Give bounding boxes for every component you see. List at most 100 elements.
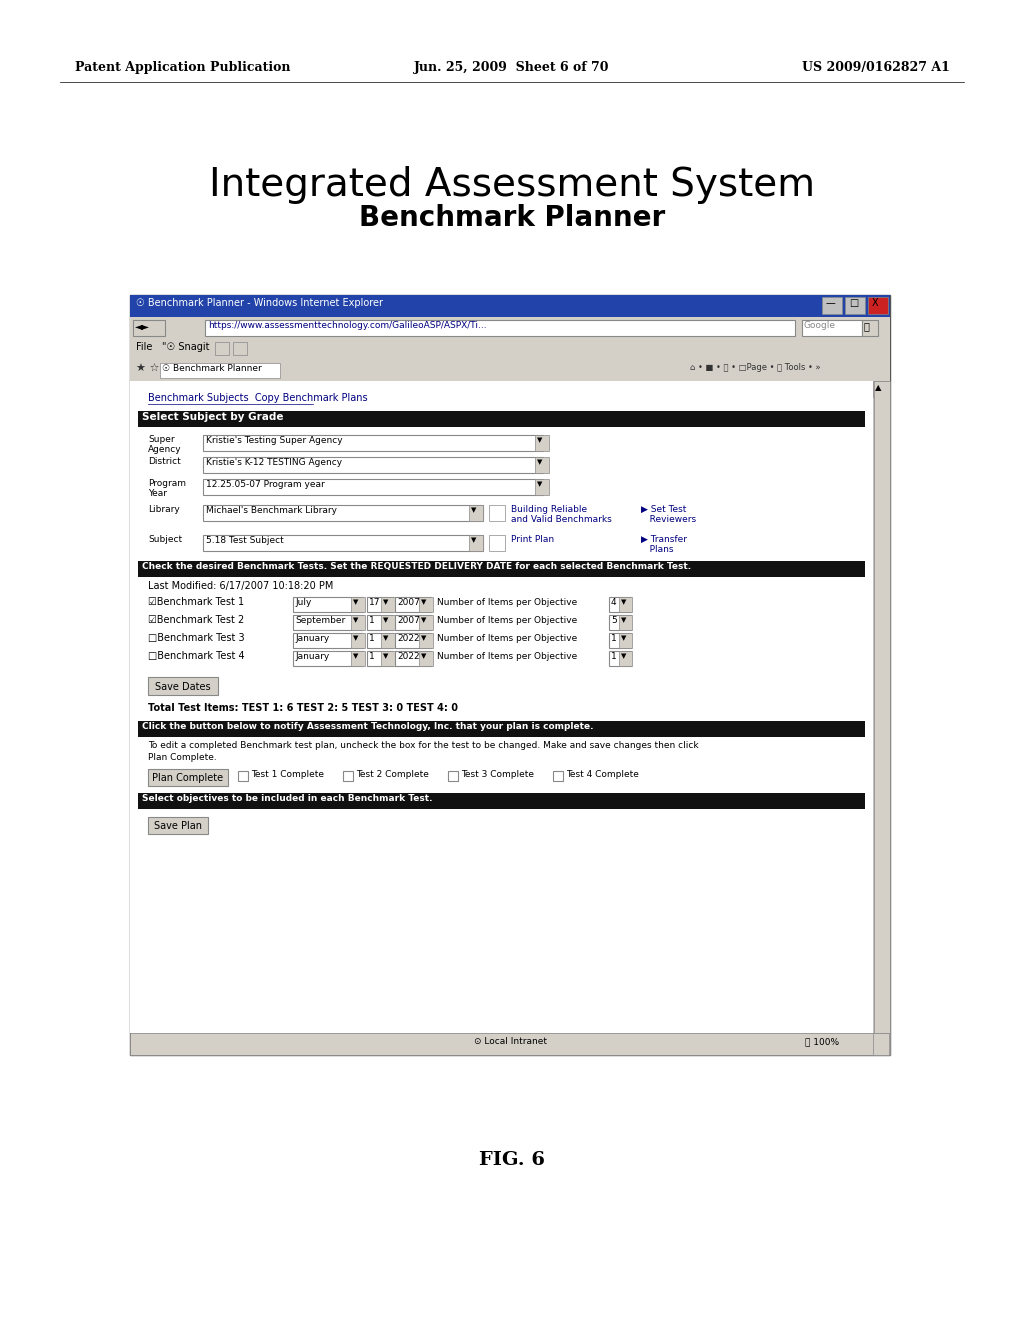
Text: Total Test Items: TEST 1: 6 TEST 2: 5 TEST 3: 0 TEST 4: 0: Total Test Items: TEST 1: 6 TEST 2: 5 TE… xyxy=(148,704,458,713)
Text: 5: 5 xyxy=(611,616,616,624)
Text: 1: 1 xyxy=(369,634,375,643)
Bar xyxy=(381,634,395,648)
Text: 2022: 2022 xyxy=(397,652,420,661)
Text: Save Dates: Save Dates xyxy=(156,682,211,692)
Text: Save Plan: Save Plan xyxy=(154,821,202,832)
Text: 1: 1 xyxy=(611,652,616,661)
Bar xyxy=(845,297,865,314)
Text: Number of Items per Objective: Number of Items per Objective xyxy=(437,652,578,661)
Text: ▼: ▼ xyxy=(537,480,543,487)
Bar xyxy=(395,634,431,648)
Text: Last Modified: 6/17/2007 10:18:20 PM: Last Modified: 6/17/2007 10:18:20 PM xyxy=(148,581,334,591)
Text: ▼: ▼ xyxy=(471,507,476,513)
Bar xyxy=(138,721,865,737)
Bar xyxy=(238,771,248,781)
Text: Kristie's K-12 TESTING Agency: Kristie's K-12 TESTING Agency xyxy=(206,458,342,467)
Text: Integrated Assessment System: Integrated Assessment System xyxy=(209,166,815,205)
Text: ▼: ▼ xyxy=(383,599,388,605)
Bar xyxy=(148,677,218,696)
Text: ▼: ▼ xyxy=(621,635,627,642)
Bar xyxy=(203,535,483,550)
Text: Test 3 Complete: Test 3 Complete xyxy=(461,770,534,779)
Text: September: September xyxy=(295,616,345,624)
Text: ▼: ▼ xyxy=(621,599,627,605)
Bar xyxy=(130,359,890,381)
Text: File: File xyxy=(136,342,153,352)
Bar xyxy=(868,297,888,314)
Bar xyxy=(203,457,543,473)
Bar xyxy=(419,615,433,630)
Bar xyxy=(618,615,632,630)
Text: ☉ Benchmark Planner - Windows Internet Explorer: ☉ Benchmark Planner - Windows Internet E… xyxy=(136,298,383,308)
Text: ▼: ▼ xyxy=(471,537,476,543)
Bar xyxy=(293,651,362,667)
Bar xyxy=(148,770,228,785)
Text: Michael's Benchmark Library: Michael's Benchmark Library xyxy=(206,506,337,515)
Text: 2007: 2007 xyxy=(397,598,420,607)
Bar xyxy=(203,479,543,495)
Bar xyxy=(130,294,890,1055)
Text: ☉ Benchmark Planner: ☉ Benchmark Planner xyxy=(162,364,262,374)
Text: ▶ Transfer
   Plans: ▶ Transfer Plans xyxy=(641,535,687,554)
Text: 🔍 100%: 🔍 100% xyxy=(805,1038,839,1045)
Text: District: District xyxy=(148,457,181,466)
Text: 17: 17 xyxy=(369,598,381,607)
Text: Click the button below to notify Assessment Technology, Inc. that your plan is c: Click the button below to notify Assessm… xyxy=(142,722,594,731)
Text: X: X xyxy=(872,298,879,308)
Text: Print Plan: Print Plan xyxy=(511,535,554,544)
Text: ▼: ▼ xyxy=(537,437,543,444)
Bar xyxy=(133,319,165,337)
Bar xyxy=(395,615,431,630)
Text: 4: 4 xyxy=(611,598,616,607)
Bar xyxy=(381,651,395,667)
Text: ▼: ▼ xyxy=(353,599,358,605)
Text: Plan Complete.: Plan Complete. xyxy=(148,752,217,762)
Text: 1: 1 xyxy=(611,634,616,643)
Text: □Benchmark Test 3: □Benchmark Test 3 xyxy=(148,634,245,643)
Text: Plan Complete: Plan Complete xyxy=(153,774,223,783)
Text: ▼: ▼ xyxy=(421,599,426,605)
Text: Program
Year: Program Year xyxy=(148,479,186,499)
Text: ▶ Set Test
   Reviewers: ▶ Set Test Reviewers xyxy=(641,506,696,524)
Bar xyxy=(469,535,483,550)
Bar xyxy=(367,651,393,667)
Text: ▼: ▼ xyxy=(383,635,388,642)
Bar xyxy=(419,597,433,612)
Text: ⌂ • ■ • ⎙ • □Page • ⛯ Tools • »: ⌂ • ■ • ⎙ • □Page • ⛯ Tools • » xyxy=(690,363,820,372)
Bar xyxy=(203,436,543,451)
Text: ★ ☆: ★ ☆ xyxy=(136,363,160,374)
Bar xyxy=(535,457,549,473)
Bar xyxy=(138,411,865,426)
Bar xyxy=(609,634,631,648)
Bar xyxy=(293,615,362,630)
Text: Kristie's Testing Super Agency: Kristie's Testing Super Agency xyxy=(206,436,343,445)
Text: Patent Application Publication: Patent Application Publication xyxy=(75,62,291,74)
Text: ▼: ▼ xyxy=(621,653,627,659)
Text: 1: 1 xyxy=(369,616,375,624)
Bar xyxy=(138,561,865,577)
Bar xyxy=(130,339,890,359)
Bar xyxy=(130,294,890,317)
Bar xyxy=(419,651,433,667)
Text: □Benchmark Test 4: □Benchmark Test 4 xyxy=(148,651,245,661)
Text: Number of Items per Objective: Number of Items per Objective xyxy=(437,598,578,607)
Text: Benchmark Subjects  Copy Benchmark Plans: Benchmark Subjects Copy Benchmark Plans xyxy=(148,393,368,403)
Bar xyxy=(293,634,362,648)
Bar xyxy=(489,535,505,550)
Text: ▼: ▼ xyxy=(353,635,358,642)
Text: January: January xyxy=(295,652,330,661)
Text: US 2009/0162827 A1: US 2009/0162827 A1 xyxy=(802,62,950,74)
Text: Number of Items per Objective: Number of Items per Objective xyxy=(437,616,578,624)
Text: Test 2 Complete: Test 2 Complete xyxy=(356,770,429,779)
Bar xyxy=(489,506,505,521)
Bar xyxy=(160,363,280,378)
Bar xyxy=(367,634,393,648)
Bar xyxy=(449,771,458,781)
Text: □: □ xyxy=(849,298,858,308)
Text: 5.18 Test Subject: 5.18 Test Subject xyxy=(206,536,284,545)
Bar xyxy=(618,634,632,648)
Text: Jun. 25, 2009  Sheet 6 of 70: Jun. 25, 2009 Sheet 6 of 70 xyxy=(415,62,609,74)
Bar xyxy=(351,651,365,667)
Bar xyxy=(381,615,395,630)
Text: Benchmark Planner: Benchmark Planner xyxy=(358,205,666,232)
